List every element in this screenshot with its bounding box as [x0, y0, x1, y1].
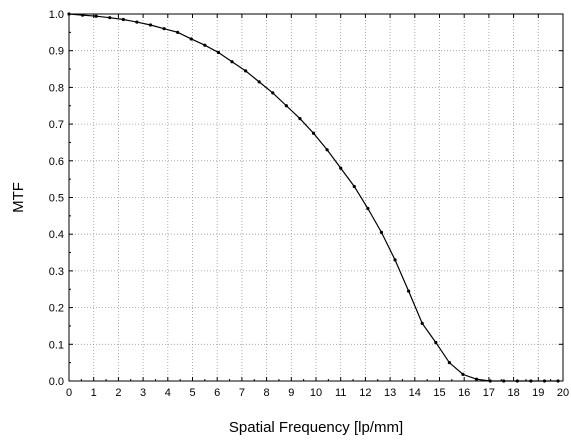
data-point [148, 23, 153, 27]
data-point [434, 340, 438, 345]
data-point [162, 27, 166, 31]
data-point [298, 116, 302, 121]
data-point [502, 379, 506, 383]
x-tick-label: 18 [507, 387, 519, 399]
data-point [80, 13, 85, 17]
data-point [366, 206, 370, 211]
y-tick-label: 0.6 [49, 156, 64, 168]
data-point [529, 379, 533, 383]
series-line [68, 13, 559, 382]
x-tick-label: 11 [335, 387, 346, 399]
y-axis-title: MTF [10, 182, 27, 213]
x-tick-label: 13 [384, 387, 396, 399]
data-point [488, 379, 492, 383]
x-tick-label: 5 [189, 387, 195, 399]
x-tick-labels: 0 1 2 3 4 5 6 7 8 9 10 11 12 13 14 15 16 17 18 19 20 [66, 387, 569, 399]
y-tick-label: 0.5 [49, 193, 64, 205]
data-point [352, 184, 356, 189]
x-tick-label: 1 [91, 387, 97, 399]
data-point [216, 50, 221, 55]
data-point [515, 379, 519, 383]
data-point [135, 20, 139, 24]
y-tick-label: 0.2 [49, 303, 64, 315]
x-tick-label: 2 [115, 387, 121, 399]
data-point [271, 91, 275, 95]
data-point [203, 43, 207, 47]
data-point [447, 361, 451, 365]
y-tick-labels: 0.0 0.1 0.2 0.3 0.4 0.5 0.6 0.7 0.8 0.9 1.0 [49, 9, 64, 388]
x-tick-label: 16 [458, 387, 470, 399]
x-tick-label: 6 [214, 387, 220, 399]
x-tick-label: 17 [483, 387, 495, 399]
data-point [121, 17, 125, 22]
x-tick-label: 4 [165, 387, 171, 399]
y-tick-label: 0.7 [49, 119, 64, 131]
series-markers [67, 12, 560, 383]
y-tick-label: 0.8 [49, 82, 64, 94]
y-tick-label: 1.0 [49, 9, 64, 21]
x-tick-label: 14 [409, 387, 421, 399]
data-point [311, 131, 316, 135]
data-point [284, 104, 288, 108]
data-point [474, 377, 479, 381]
data-point [420, 321, 424, 325]
data-point [257, 80, 261, 84]
x-tick-label: 8 [264, 387, 270, 399]
y-tick-label: 0.3 [49, 266, 64, 278]
x-tick-label: 9 [288, 387, 294, 399]
data-point [94, 14, 98, 18]
x-tick-label: 20 [557, 387, 569, 399]
y-tick-label: 0.4 [49, 229, 64, 241]
data-point [189, 37, 193, 41]
x-tick-label: 3 [140, 387, 146, 399]
data-point [461, 372, 465, 376]
data-point [67, 12, 71, 16]
data-point [325, 148, 329, 152]
x-axis-title: Spatial Frequency [lp/mm] [229, 419, 403, 436]
y-tick-label: 0.9 [49, 46, 64, 58]
data-point [393, 258, 397, 262]
x-tick-label: 10 [310, 387, 322, 399]
data-point [176, 30, 180, 34]
x-tick-label: 12 [359, 387, 371, 399]
y-tick-label: 0.0 [49, 376, 64, 388]
x-tick-label: 19 [532, 387, 544, 399]
data-point [542, 379, 547, 383]
data-point [379, 230, 384, 234]
data-point [108, 16, 112, 20]
data-point [407, 289, 411, 293]
data-point [556, 379, 560, 383]
data-point [339, 166, 343, 170]
x-tick-label: 7 [239, 387, 245, 399]
grid [69, 14, 563, 381]
data-point [230, 60, 234, 64]
x-tick-label: 0 [66, 387, 72, 399]
axis-ticks [68, 13, 564, 382]
x-tick-label: 15 [433, 387, 445, 399]
y-tick-label: 0.1 [49, 339, 64, 351]
data-point [244, 69, 248, 73]
